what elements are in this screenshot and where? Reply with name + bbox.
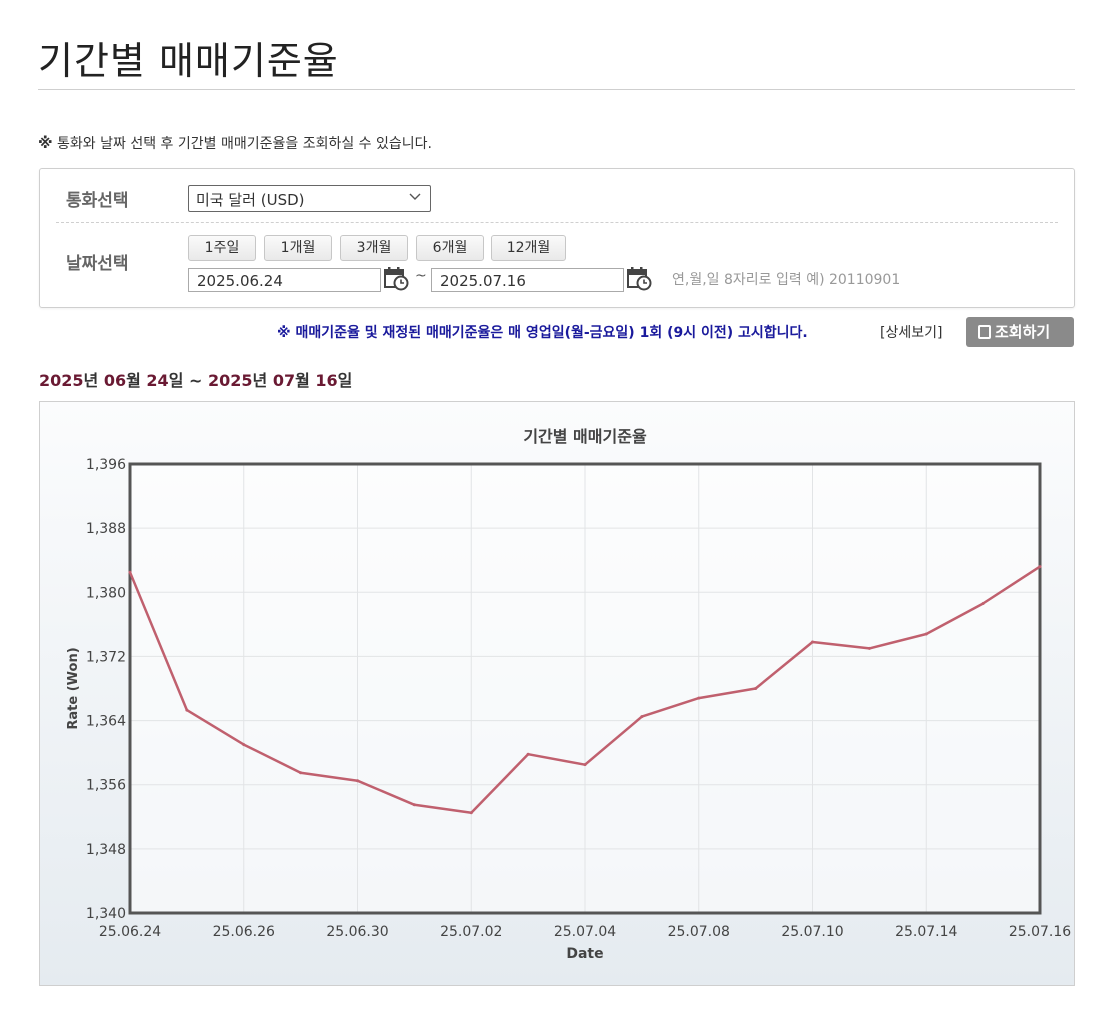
month-unit: 월 (126, 371, 141, 390)
data-point (242, 743, 246, 747)
x-tick-label: 25.06.26 (213, 924, 275, 940)
data-point (526, 752, 530, 756)
y-tick-label: 1,356 (86, 778, 126, 794)
x-tick-label: 25.07.14 (895, 924, 957, 940)
day-unit: 일 (337, 371, 353, 390)
month-unit: 월 (295, 371, 310, 390)
title-divider (38, 89, 1075, 90)
x-tick-label: 25.06.30 (326, 924, 388, 940)
data-point (1038, 565, 1042, 569)
data-point (128, 570, 132, 574)
range-start-year: 2025 (39, 371, 84, 390)
range-start-day: 24 (146, 371, 169, 390)
notice-message: 통화와 날짜 선택 후 기간별 매매기준율을 조회하실 수 있습니다. (57, 136, 432, 152)
x-tick-label: 25.06.24 (99, 924, 161, 940)
data-point (469, 811, 473, 815)
notice-mark: ※ (38, 134, 53, 152)
y-tick-label: 1,380 (86, 585, 126, 601)
date-range-separator: ~ (415, 268, 427, 284)
query-button-label: 조회하기 (995, 323, 1051, 341)
data-point (924, 632, 928, 636)
y-tick-label: 1,388 (86, 521, 126, 537)
x-tick-label: 25.07.10 (781, 924, 843, 940)
form-divider (56, 222, 1058, 223)
selected-date-range: 2025년 06월 24일 ~ 2025년 07월 16일 (39, 367, 352, 391)
data-point (811, 640, 814, 644)
currency-value: 미국 달러 (USD) (196, 191, 305, 209)
day-unit: 일 (168, 371, 184, 390)
year-unit: 년 (83, 371, 99, 390)
data-point (754, 687, 758, 690)
data-point (867, 646, 871, 650)
date-format-hint: 연,월,일 8자리로 입력 예) 20110901 (672, 272, 901, 288)
range-end-year: 2025 (207, 371, 253, 390)
publication-notice: ※ 매매기준율 및 재정된 매매기준율은 매 영업일(월-금요일) 1회 (9시… (277, 325, 808, 341)
y-tick-label: 1,396 (86, 457, 126, 473)
range-end-day: 16 (315, 371, 338, 390)
y-tick-label: 1,364 (86, 714, 126, 730)
calendar-icon[interactable] (383, 265, 409, 291)
x-axis-label: Date (566, 946, 603, 962)
data-point (185, 708, 189, 712)
period-button-12months[interactable]: 12개월 (491, 235, 566, 261)
date-label: 날짜선택 (66, 254, 129, 274)
data-point (412, 803, 416, 807)
currency-select[interactable]: 미국 달러 (USD) (188, 185, 431, 212)
chart-title: 기간별 매매기준율 (523, 427, 647, 446)
y-axis-label: Rate (Won) (66, 647, 81, 729)
period-button-6months[interactable]: 6개월 (416, 235, 484, 261)
x-tick-label: 25.07.02 (440, 924, 502, 940)
x-tick-label: 25.07.16 (1009, 924, 1071, 940)
rate-chart: 1,340 1,348 1,356 1,364 1,372 1,380 1,388 1,396… (66, 427, 1071, 962)
period-button-1week[interactable]: 1주일 (188, 235, 256, 261)
document-icon (978, 325, 991, 339)
search-form: 통화선택 미국 달러 (USD) 날짜선택 1주일 1개월 3개월 6개월 12… (39, 168, 1075, 308)
y-tick-label: 1,340 (86, 906, 126, 922)
y-tick-label: 1,348 (86, 842, 126, 858)
query-button[interactable]: 조회하기 (966, 317, 1074, 347)
year-unit: 년 (252, 371, 268, 390)
range-end-month: 07 (272, 371, 296, 390)
y-tick-label: 1,372 (86, 649, 126, 665)
range-separator: ~ (189, 371, 203, 390)
chevron-down-icon (409, 190, 421, 205)
page-title: 기간별 매매기준율 (38, 39, 339, 83)
period-button-3months[interactable]: 3개월 (340, 235, 408, 261)
plot-frame (128, 462, 1042, 915)
range-start-month: 06 (103, 371, 127, 390)
x-tick-label: 25.07.04 (554, 924, 616, 940)
data-point (640, 715, 644, 719)
detail-link[interactable]: [상세보기] (880, 325, 943, 341)
rate-chart-panel: 1,340 1,348 1,356 1,364 1,372 1,380 1,388 1,396… (39, 401, 1075, 986)
data-point (981, 602, 985, 606)
data-point (583, 763, 587, 767)
end-date-input[interactable]: 2025.07.16 (431, 268, 624, 292)
calendar-icon[interactable] (626, 265, 652, 291)
data-point (299, 771, 303, 775)
currency-label: 통화선택 (66, 191, 129, 211)
notice-text: ※ 통화와 날짜 선택 후 기간별 매매기준율을 조회하실 수 있습니다. (38, 133, 432, 153)
data-point (697, 696, 701, 700)
x-tick-label: 25.07.08 (668, 924, 730, 940)
start-date-input[interactable]: 2025.06.24 (188, 268, 381, 292)
period-button-1month[interactable]: 1개월 (264, 235, 332, 261)
data-point (356, 779, 359, 783)
